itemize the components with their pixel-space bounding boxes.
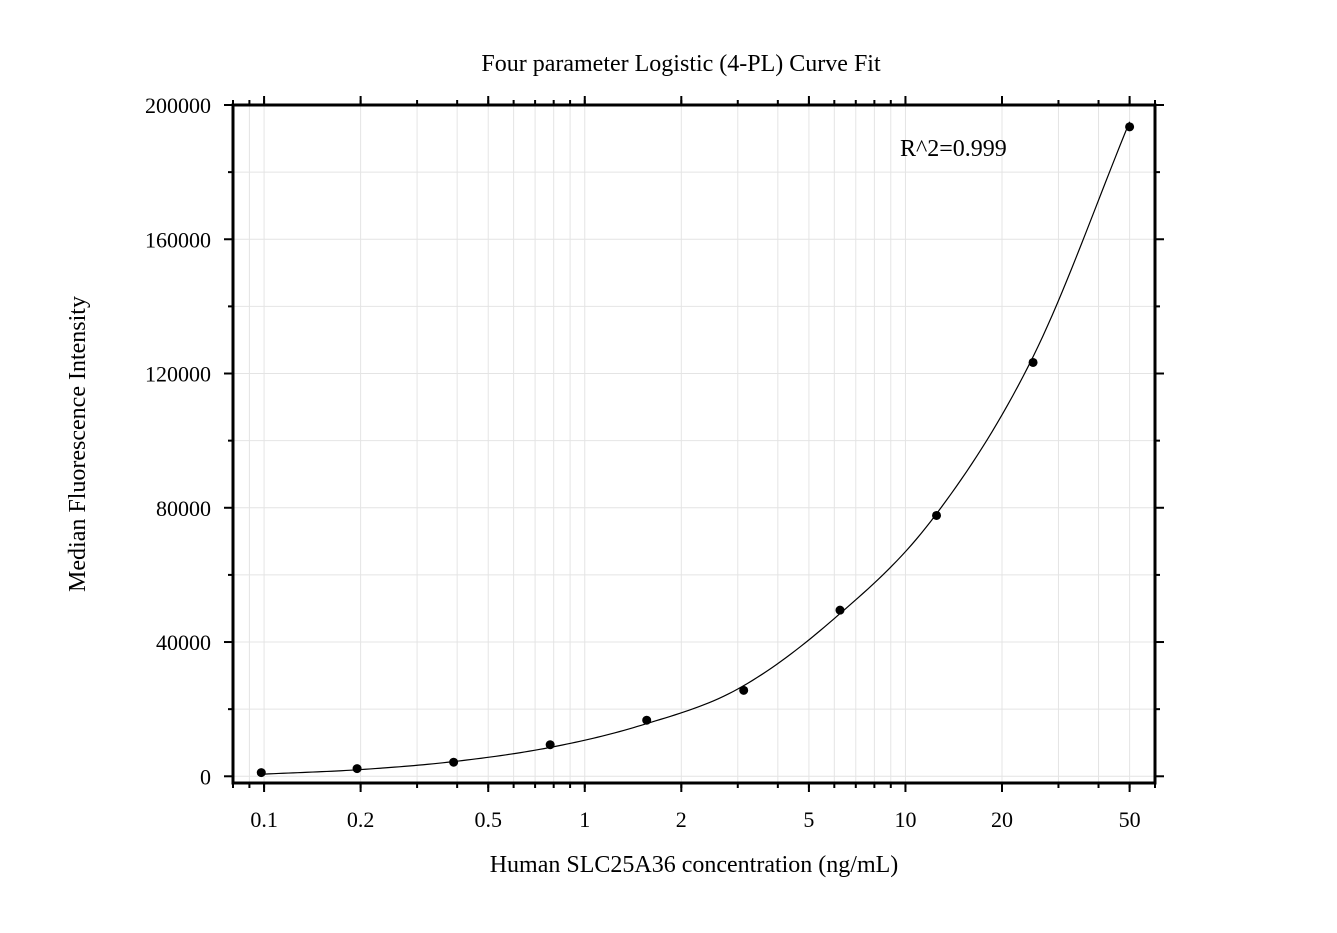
y-tick-label: 160000 [145,227,211,252]
fit-curve-layer [264,121,1131,775]
plot-frame [231,103,1157,785]
x-tick-label: 0.1 [250,807,278,832]
data-point [835,605,845,615]
fit-curve-line [264,121,1131,775]
x-tick-label: 1 [579,807,590,832]
data-point [545,740,555,750]
x-axis-title: Human SLC25A36 concentration (ng/mL) [490,852,899,878]
x-tick-label: 50 [1119,807,1141,832]
data-point [739,685,749,695]
data-point [932,510,942,520]
r-squared-annotation: R^2=0.999 [900,136,1007,162]
x-tick-label: 0.5 [474,807,502,832]
y-tick-label: 200000 [145,93,211,118]
x-tick-labels: 0.1 0.2 0.5 1 2 5 10 20 50 [250,807,1140,832]
y-tick-label: 120000 [145,362,211,387]
data-point [1028,357,1038,367]
data-point [449,757,459,767]
y-axis-title: Median Fluorescence Intensity [65,296,91,592]
chart-title: Four parameter Logistic (4-PL) Curve Fit [481,51,881,77]
y-tick-label: 40000 [156,630,211,655]
x-tick-label: 20 [991,807,1013,832]
data-point [352,764,362,774]
y-tick-labels: 0 40000 80000 120000 160000 200000 [145,93,211,789]
grid-layer [232,104,1156,783]
data-point [256,768,266,778]
x-tick-label: 10 [894,807,916,832]
tick-layer [224,96,1164,792]
y-tick-label: 0 [200,764,211,789]
x-tick-label: 5 [803,807,814,832]
data-point [642,715,652,725]
data-points-layer [256,122,1135,778]
data-point [1125,122,1135,132]
x-tick-label: 0.2 [347,807,375,832]
y-tick-label: 80000 [156,496,211,521]
x-tick-label: 2 [676,807,687,832]
